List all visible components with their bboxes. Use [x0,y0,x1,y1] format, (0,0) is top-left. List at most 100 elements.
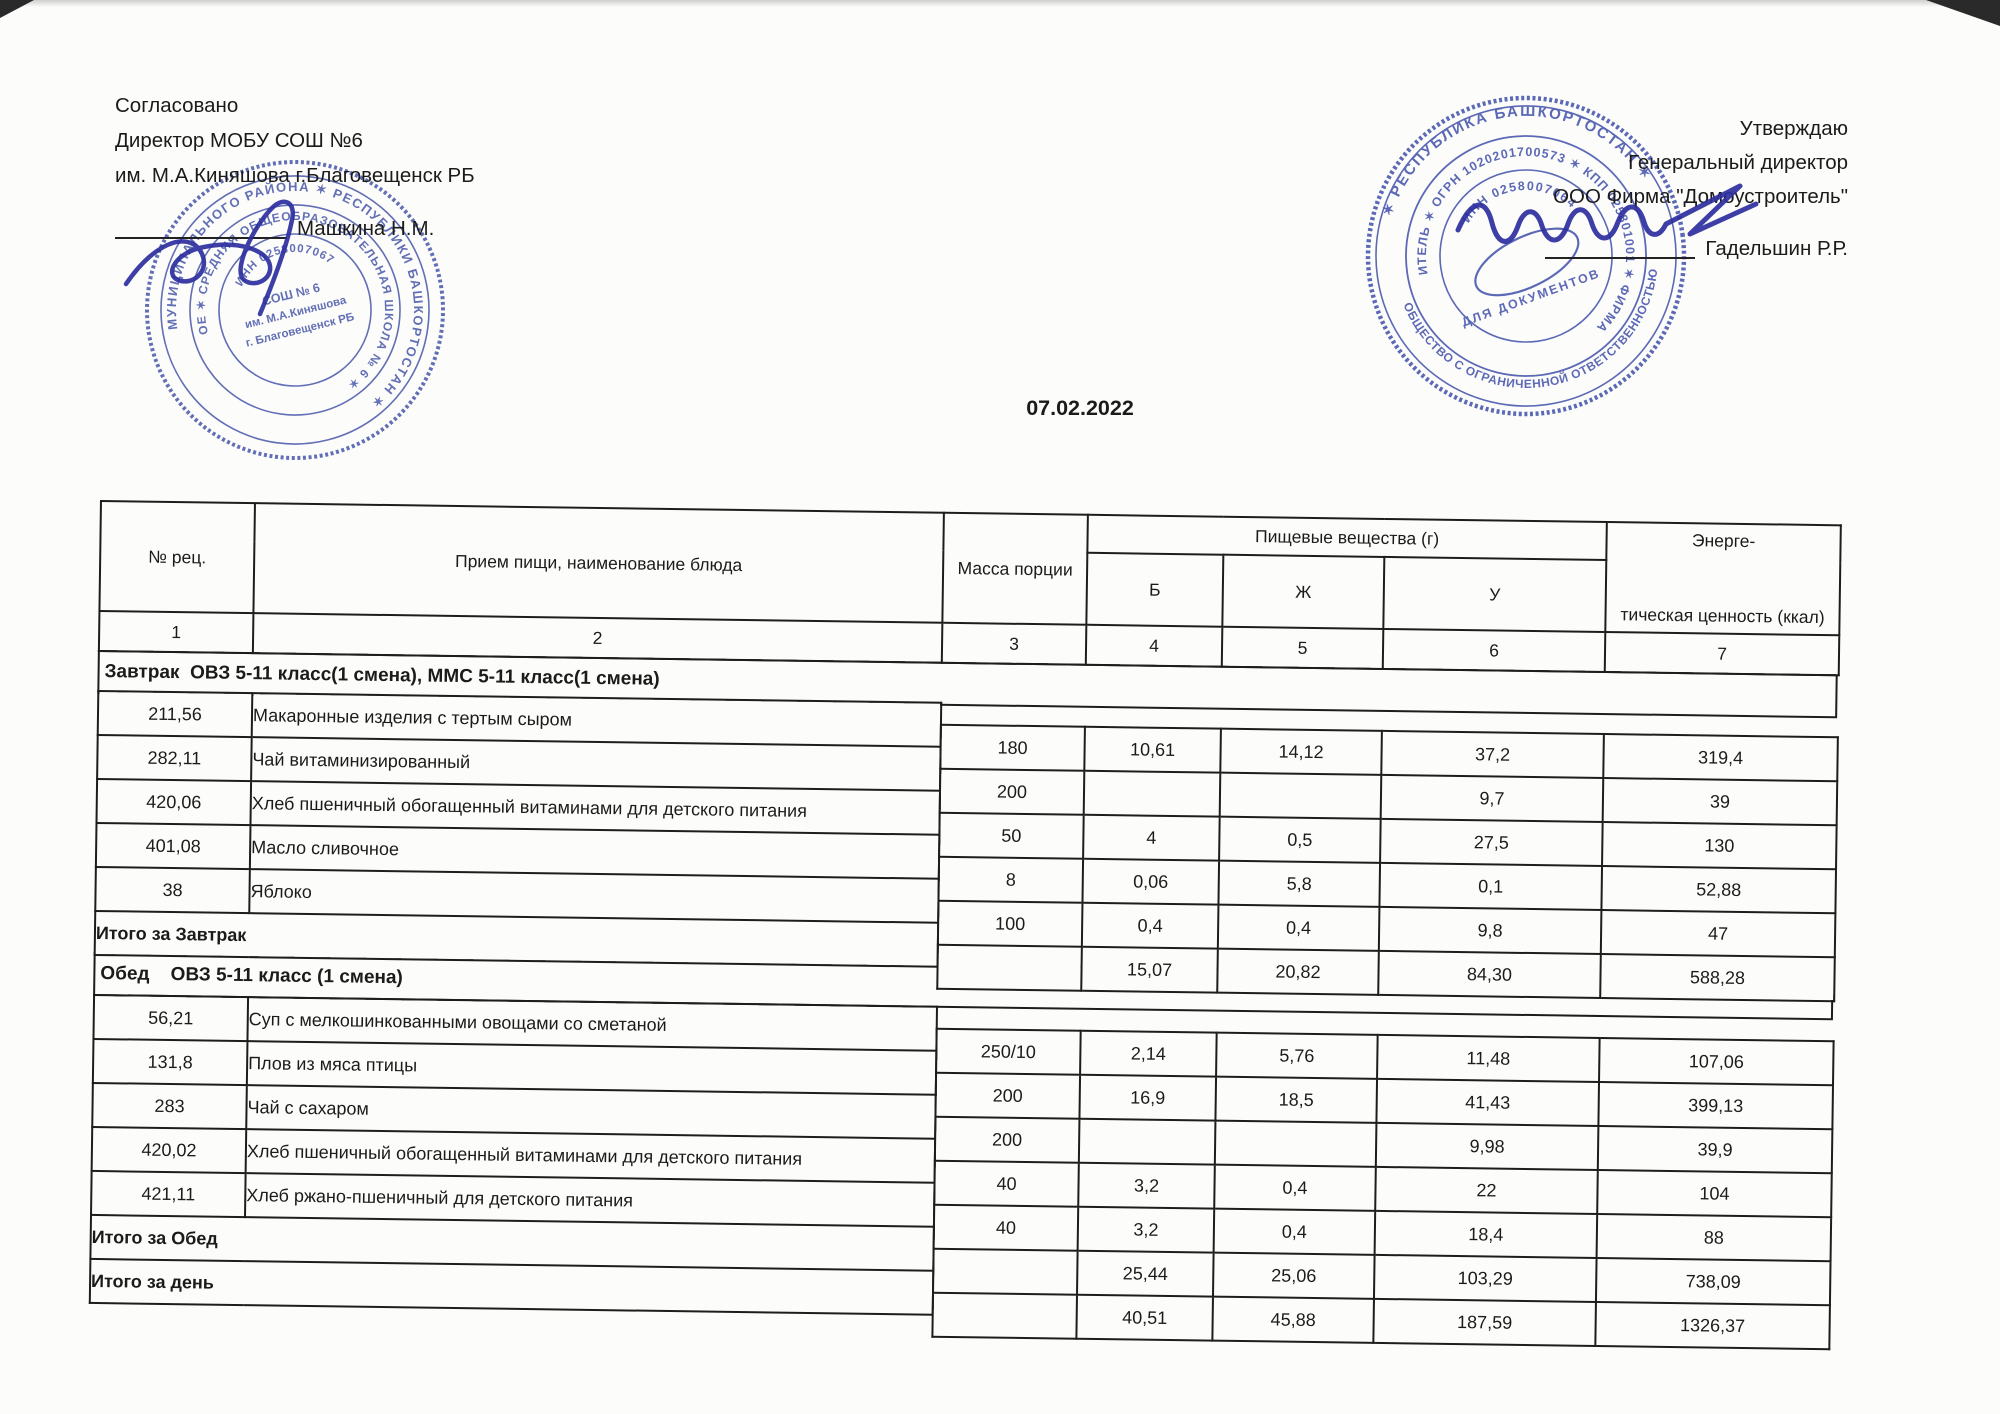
column-number: 3 [941,622,1087,665]
mass-cell: 180 [940,724,1085,771]
recipe-number-cell: 401,08 [95,822,251,870]
mass-cell: 100 [937,900,1083,947]
right-handwritten-signature [1455,183,1759,244]
protein-cell: 16,9 [1079,1074,1217,1121]
carbs-cell: 11,48 [1377,1034,1600,1082]
carbs-cell: 18,4 [1374,1210,1598,1258]
breakfast-name-lane: 211,56 Макаронные изделия с тертым сыром… [94,690,943,968]
carbs-cell: 0,1 [1379,862,1603,911]
protein-cell: 3,2 [1078,1162,1215,1209]
header-dish-name: Прием пищи, наименование блюда [253,503,944,623]
protein-cell: 0,06 [1082,858,1220,905]
left-approval-line3: им. М.А.Киняшова г.Благовещенск РБ [115,164,475,187]
mass-cell: 8 [938,856,1084,903]
right-approval-line3: ООО Фирма "Домоустроитель" [1553,185,1848,208]
carbs-cell: 9,8 [1378,906,1602,954]
left-signature-line [115,237,287,239]
lunch-name-lane: 56,21 Суп с мелкошинкованными овощами со… [89,994,938,1316]
left-handwritten-signature [123,199,296,317]
fat-total-cell: 45,88 [1212,1296,1374,1343]
recipe-number-cell: 283 [92,1082,247,1130]
protein-cell [1078,1118,1216,1165]
kcal-cell: 47 [1600,910,1836,958]
kcal-cell: 104 [1597,1169,1832,1218]
protein-cell: 2,14 [1080,1030,1217,1077]
company-stamp-purpose-text: ДЛЯ ДОКУМЕНТОВ [1460,266,1602,329]
header-energy-line1: Энерге- [1691,530,1756,552]
protein-total-cell: 15,07 [1081,946,1218,993]
right-signature-line [1545,257,1696,259]
scan-artifact-top-left [0,0,34,18]
mass-cell [932,1292,1077,1339]
right-approval-block: Утверждаю Генеральный директор ООО Фирма… [1545,112,1848,266]
fat-cell: 14,12 [1220,728,1382,775]
recipe-number-cell: 420,06 [96,778,252,826]
column-number: 5 [1221,626,1384,669]
recipe-number-cell: 56,21 [93,994,249,1042]
company-stamp: ✶ РЕСПУБЛИКА БАШКОРТОСТАН ✶ ОБЩЕСТВО С О… [1356,86,1687,417]
kcal-cell: 88 [1596,1213,1832,1262]
left-signature-row: Машкина Н.М. [115,211,475,246]
header-energy: Энерге- тическая ценность (ккал) [1605,522,1841,636]
carbs-cell: 41,43 [1376,1078,1600,1126]
header-portion-mass: Масса порции [942,512,1088,625]
breakfast-values-lane: 180 10,61 14,12 37,2 319,4 200 9,7 39 50… [936,724,1839,1003]
header-protein: Б [1086,552,1224,627]
recipe-number-cell: 282,11 [97,734,252,782]
mass-cell: 40 [934,1160,1079,1207]
kcal-cell: 52,88 [1601,866,1837,914]
fat-cell: 5,8 [1218,860,1381,907]
fat-cell: 18,5 [1215,1076,1378,1123]
protein-total-cell: 40,51 [1076,1294,1213,1341]
header-energy-line2: тическая ценность (ккал) [1620,604,1825,628]
column-number: 1 [98,611,254,654]
mass-cell [933,1248,1078,1295]
carbs-total-cell: 103,29 [1373,1254,1597,1302]
scan-edge-shadow [0,0,2000,7]
carbs-cell: 22 [1375,1166,1598,1214]
kcal-cell: 39 [1602,778,1838,826]
fat-total-cell: 20,82 [1217,948,1379,995]
carbs-cell: 27,5 [1380,818,1603,867]
recipe-number-cell: 38 [95,866,250,914]
kcal-total-cell: 738,09 [1595,1257,1831,1306]
protein-cell: 3,2 [1077,1206,1215,1253]
column-number: 4 [1085,624,1223,667]
kcal-total-cell: 1326,37 [1595,1301,1830,1350]
carbs-cell: 9,7 [1380,774,1604,823]
carbs-cell: 37,2 [1381,730,1604,779]
right-signer-name: Гадельшин Р.Р. [1705,237,1848,260]
right-approval-line2: Генеральный директор [1628,151,1848,174]
mass-cell: 200 [934,1116,1080,1163]
kcal-cell: 130 [1602,822,1837,870]
carbs-total-cell: 187,59 [1373,1298,1596,1346]
table-header: № рец. Прием пищи, наименование блюда Ма… [98,500,1842,676]
mass-cell: 50 [939,812,1084,859]
mass-cell: 250/10 [936,1028,1081,1075]
mass-cell: 200 [939,768,1085,815]
protein-cell: 0,4 [1081,902,1219,949]
protein-total-cell: 25,44 [1076,1250,1214,1297]
left-approval-block: Согласовано Директор МОБУ СОШ №6 им. М.А… [115,88,475,246]
carbs-total-cell: 84,30 [1378,950,1601,998]
protein-cell: 10,61 [1084,726,1221,773]
carbs-cell: 9,98 [1375,1122,1599,1170]
mass-cell [937,944,1082,991]
header-carbs: У [1383,556,1607,633]
protein-cell: 4 [1083,814,1220,861]
fat-cell: 0,4 [1214,1164,1376,1211]
fat-cell: 0,4 [1213,1208,1376,1255]
fat-cell: 0,5 [1219,816,1381,863]
right-approval-line1: Утверждаю [1739,117,1848,140]
recipe-number-cell: 421,11 [91,1170,246,1218]
column-number: 7 [1604,632,1840,676]
recipe-number-cell: 211,56 [97,690,253,738]
column-number: 6 [1382,628,1606,673]
right-signature-row: Гадельшин Р.Р. [1545,232,1848,266]
mass-cell: 40 [933,1204,1079,1251]
recipe-number-cell: 131,8 [92,1038,248,1086]
kcal-total-cell: 588,28 [1600,953,1835,1002]
left-approval-line2: Директор МОБУ СОШ №6 [115,129,363,152]
fat-cell [1214,1120,1377,1167]
